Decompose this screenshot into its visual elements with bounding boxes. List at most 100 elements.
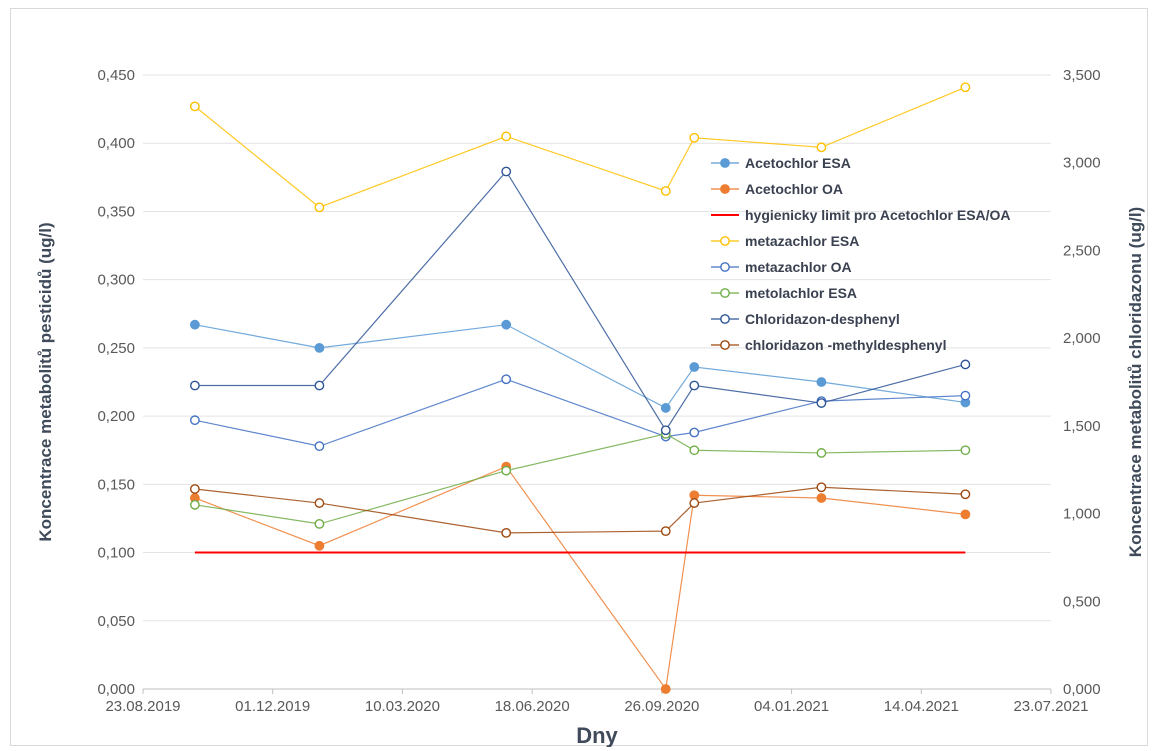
y-axis-right-title: Koncentrace metabolitů chloridazonu (ug/… — [1126, 207, 1145, 557]
data-point — [689, 498, 700, 508]
legend-label: metolachlor ESA — [745, 285, 857, 301]
x-tick-label: 04.01.2021 — [754, 698, 829, 715]
series-line — [194, 433, 966, 525]
data-point — [314, 498, 325, 508]
data-point — [960, 82, 971, 93]
y-tick-label: 0,250 — [97, 340, 135, 357]
y-tick-label: 0,350 — [97, 203, 135, 220]
series-line — [194, 378, 966, 447]
y2-tick-label: 0,500 — [1063, 593, 1101, 610]
legend-label: chloridazon -methyldesphenyl — [745, 337, 946, 353]
data-point — [689, 132, 700, 143]
data-point — [660, 526, 671, 537]
data-point — [314, 380, 325, 391]
legend: Acetochlor ESA Acetochlor OA hygienicky li… — [711, 155, 1011, 353]
x-tick-label: 26.09.2020 — [624, 698, 699, 715]
x-tick-label: 01.12.2019 — [235, 698, 310, 715]
legend-swatch-marker — [720, 262, 730, 272]
series-4 — [189, 82, 971, 213]
data-point — [960, 390, 971, 401]
x-tick-label: 23.08.2019 — [105, 698, 180, 715]
series-line — [194, 86, 966, 209]
data-point — [501, 319, 512, 330]
series-8 — [189, 482, 971, 538]
data-point — [816, 398, 827, 408]
data-point — [816, 448, 827, 458]
data-point — [189, 101, 200, 112]
data-point — [189, 499, 200, 510]
legend-swatch-marker — [720, 236, 730, 246]
y-tick-label: 0,450 — [97, 67, 135, 84]
data-point — [501, 374, 512, 385]
x-tick-label: 23.07.2021 — [1013, 698, 1088, 715]
data-point — [689, 427, 700, 438]
data-point — [816, 482, 827, 493]
series-line — [194, 465, 966, 691]
data-point — [189, 484, 200, 494]
legend-label: metazachlor ESA — [745, 233, 859, 249]
y2-tick-label: 3,500 — [1063, 67, 1101, 84]
legend-swatch-marker — [720, 314, 730, 324]
data-point — [501, 131, 512, 142]
legend-swatch-marker — [720, 340, 730, 350]
data-point — [689, 380, 700, 391]
series-lines — [189, 82, 971, 694]
data-point — [189, 380, 200, 391]
y2-tick-label: 1,500 — [1063, 418, 1101, 435]
legend-label: Acetochlor ESA — [745, 155, 851, 171]
x-tick-label: 10.03.2020 — [365, 698, 440, 715]
y-axis-left-title: Koncentrace metabolitů pesticidů (ug/l) — [36, 222, 55, 541]
series-2 — [189, 461, 971, 694]
legend-label: Chloridazon-desphenyl — [745, 311, 900, 327]
legend-swatch-marker — [720, 158, 730, 168]
y-tick-label: 0,150 — [97, 476, 135, 493]
x-tick-label: 18.06.2020 — [495, 698, 570, 715]
series-1 — [189, 319, 971, 413]
data-point — [501, 166, 512, 177]
chart-frame: 0,000 0,050 0,100 0,150 0,200 0,250 0,300 0,350… — [10, 8, 1148, 747]
data-point — [960, 489, 971, 500]
data-point — [689, 362, 700, 372]
y-tick-label: 0,100 — [97, 545, 135, 562]
data-point — [314, 519, 325, 529]
x-axis-ticks: 23.08.2019 01.12.2019 10.03.2020 18.06.2020… — [105, 689, 1089, 715]
y2-tick-label: 2,000 — [1063, 330, 1101, 347]
data-point — [660, 425, 671, 436]
data-point — [501, 527, 512, 538]
data-point — [689, 445, 700, 456]
data-point — [960, 509, 971, 520]
y-axis-left-ticks: 0,000 0,050 0,100 0,150 0,200 0,250 0,300 0,350… — [97, 67, 135, 698]
data-point — [816, 377, 827, 387]
data-point — [816, 142, 827, 153]
y-tick-label: 0,000 — [97, 681, 135, 698]
y-tick-label: 0,200 — [97, 408, 135, 425]
legend-swatch-marker — [720, 288, 730, 298]
line-chart: 0,000 0,050 0,100 0,150 0,200 0,250 0,300 0,350… — [36, 67, 1145, 747]
data-point — [189, 319, 200, 330]
data-point — [314, 202, 325, 213]
data-point — [314, 540, 325, 551]
data-point — [314, 342, 325, 353]
y2-tick-label: 1,000 — [1063, 506, 1101, 523]
series-7 — [189, 166, 971, 436]
series-line — [194, 486, 966, 534]
legend-swatch-marker — [720, 184, 730, 194]
series-6 — [189, 428, 971, 529]
data-point — [660, 684, 671, 694]
y2-tick-label: 0,000 — [1063, 681, 1101, 698]
y-tick-label: 0,300 — [97, 272, 135, 289]
legend-label: metazachlor OA — [745, 259, 852, 275]
data-point — [960, 359, 971, 370]
y-tick-label: 0,050 — [97, 613, 135, 630]
x-axis-title: Dny — [576, 723, 618, 747]
y2-tick-label: 3,000 — [1063, 155, 1101, 172]
legend-label: hygienicky limit pro Acetochlor ESA/OA — [745, 207, 1011, 223]
y-axis-right-ticks: 0,000 0,500 1,000 1,500 2,000 2,500 3,000 3,500 — [1063, 67, 1101, 698]
data-point — [960, 445, 971, 456]
data-point — [501, 465, 512, 476]
data-point — [660, 403, 671, 413]
x-tick-label: 14.04.2021 — [884, 698, 959, 715]
y2-tick-label: 2,500 — [1063, 242, 1101, 259]
data-point — [189, 415, 200, 426]
data-point — [660, 186, 671, 196]
